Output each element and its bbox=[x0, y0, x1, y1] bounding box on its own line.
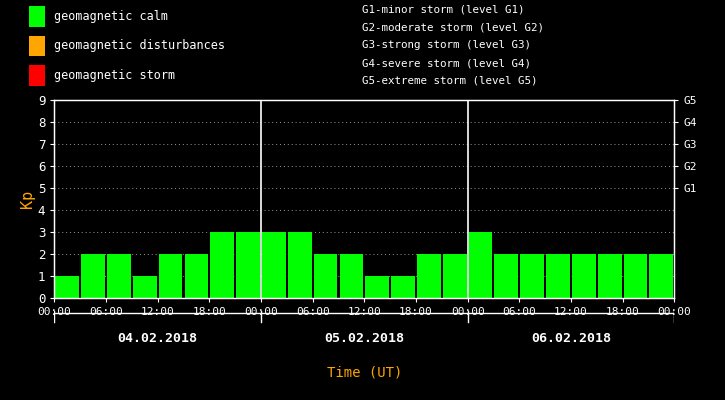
Text: geomagnetic disturbances: geomagnetic disturbances bbox=[54, 40, 225, 52]
Bar bbox=[521, 254, 544, 298]
Bar bbox=[210, 232, 234, 298]
Bar bbox=[29, 36, 45, 56]
Text: geomagnetic calm: geomagnetic calm bbox=[54, 10, 167, 23]
Bar bbox=[55, 276, 79, 298]
Y-axis label: Kp: Kp bbox=[20, 190, 35, 208]
Bar bbox=[598, 254, 621, 298]
Bar bbox=[572, 254, 596, 298]
Bar bbox=[417, 254, 441, 298]
Text: G2-moderate storm (level G2): G2-moderate storm (level G2) bbox=[362, 22, 544, 32]
Text: 04.02.2018: 04.02.2018 bbox=[117, 332, 198, 344]
Text: G4-severe storm (level G4): G4-severe storm (level G4) bbox=[362, 58, 531, 68]
Bar bbox=[81, 254, 105, 298]
Bar bbox=[107, 254, 130, 298]
Bar bbox=[236, 232, 260, 298]
Text: 05.02.2018: 05.02.2018 bbox=[324, 332, 405, 344]
Bar bbox=[546, 254, 570, 298]
Bar bbox=[29, 65, 45, 86]
Bar bbox=[262, 232, 286, 298]
Text: G1-minor storm (level G1): G1-minor storm (level G1) bbox=[362, 4, 525, 14]
Bar bbox=[392, 276, 415, 298]
Text: G3-strong storm (level G3): G3-strong storm (level G3) bbox=[362, 40, 531, 50]
Text: G5-extreme storm (level G5): G5-extreme storm (level G5) bbox=[362, 76, 538, 86]
Bar bbox=[650, 254, 674, 298]
Bar bbox=[443, 254, 467, 298]
Bar bbox=[159, 254, 183, 298]
Bar bbox=[29, 6, 45, 27]
Text: geomagnetic storm: geomagnetic storm bbox=[54, 69, 175, 82]
Bar bbox=[185, 254, 208, 298]
Bar bbox=[468, 232, 492, 298]
Text: Time (UT): Time (UT) bbox=[327, 365, 402, 379]
Bar bbox=[494, 254, 518, 298]
Bar bbox=[339, 254, 363, 298]
Bar bbox=[133, 276, 157, 298]
Bar bbox=[288, 232, 312, 298]
Bar bbox=[624, 254, 647, 298]
Bar bbox=[365, 276, 389, 298]
Text: 06.02.2018: 06.02.2018 bbox=[531, 332, 611, 344]
Bar bbox=[314, 254, 337, 298]
